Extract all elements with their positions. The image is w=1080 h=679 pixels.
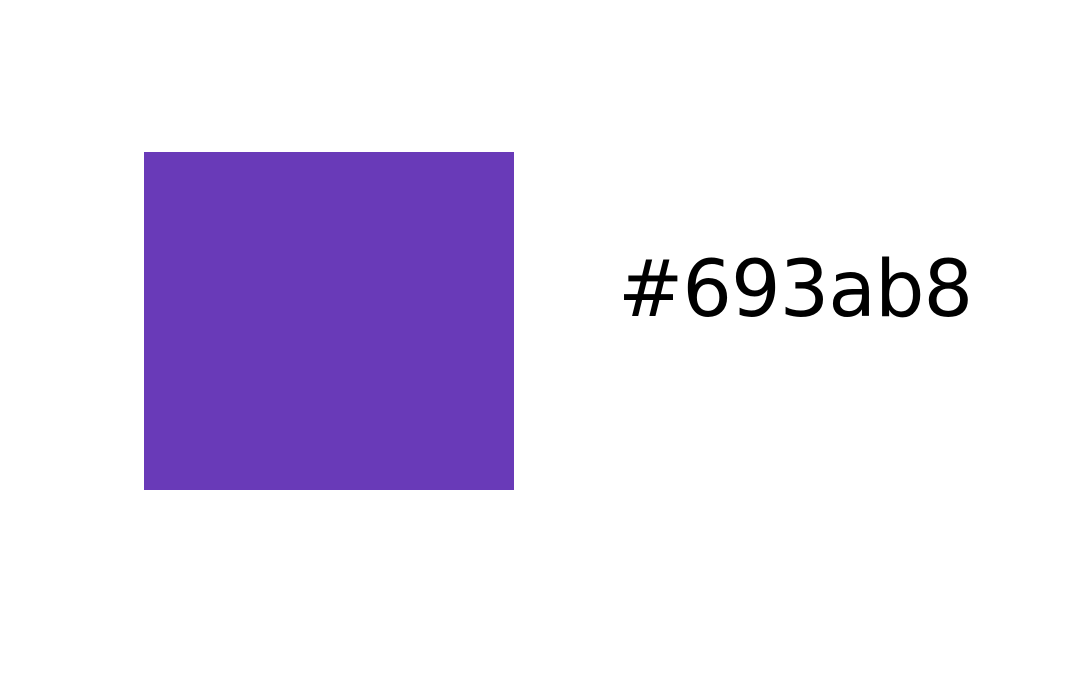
hex-code-label: #693ab8 <box>618 245 973 335</box>
color-swatch <box>144 152 514 490</box>
